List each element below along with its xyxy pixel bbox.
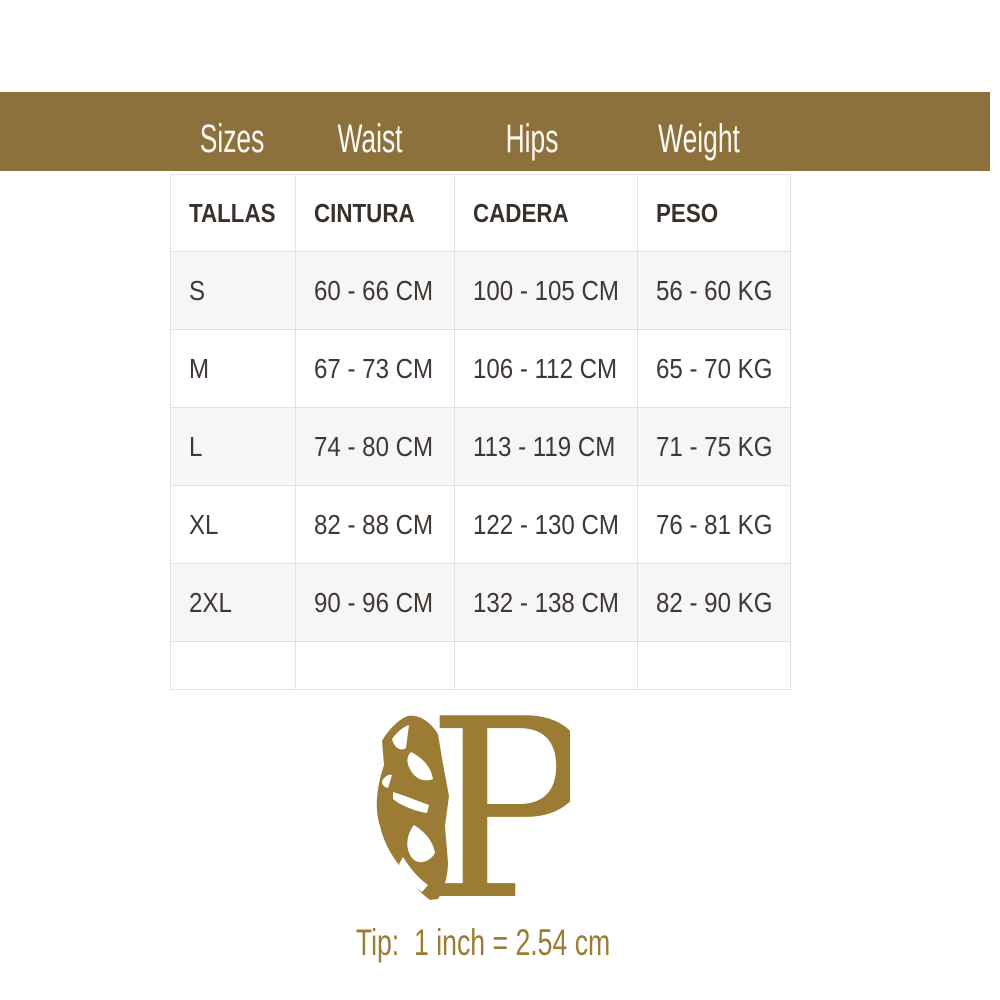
- pitbull-face-shape: [376, 715, 449, 900]
- table-row-m: M 67 - 73 CM 106 - 112 CM 65 - 70 KG: [170, 329, 791, 408]
- cell-size: 2XL: [170, 563, 296, 642]
- cell-weight: 65 - 70 KG: [637, 329, 791, 408]
- table-row-xl: XL 82 - 88 CM 122 - 130 CM 76 - 81 KG: [170, 485, 791, 564]
- header-cadera: CADERA: [454, 174, 638, 252]
- cell-size: L: [170, 407, 296, 486]
- cell-weight: 71 - 75 KG: [637, 407, 791, 486]
- cell-waist: 60 - 66 CM: [295, 251, 455, 330]
- table-row-2xl: 2XL 90 - 96 CM 132 - 138 CM 82 - 90 KG: [170, 563, 791, 642]
- cell-size: S: [170, 251, 296, 330]
- cell-waist: 82 - 88 CM: [295, 485, 455, 564]
- table-empty-row: [170, 641, 791, 690]
- cell-waist: 74 - 80 CM: [295, 407, 455, 486]
- cell-hips: 122 - 130 CM: [454, 485, 638, 564]
- empty-cell: [170, 641, 296, 690]
- banner-label-hips: Hips: [505, 117, 559, 161]
- cell-hips: 106 - 112 CM: [454, 329, 638, 408]
- brand-logo: P: [370, 667, 593, 955]
- size-table: TALLAS CINTURA CADERA PESO S 60 - 66 CM …: [170, 174, 791, 690]
- cell-hips: 113 - 119 CM: [454, 407, 638, 486]
- cell-hips: 100 - 105 CM: [454, 251, 638, 330]
- empty-cell: [454, 641, 638, 690]
- cell-weight: 56 - 60 KG: [637, 251, 791, 330]
- banner-label-sizes: Sizes: [199, 117, 265, 161]
- header-cintura: CINTURA: [295, 174, 455, 252]
- tip-text: Tip: 1 inch = 2.54 cm: [355, 922, 611, 963]
- pitbull-head-icon: P: [376, 667, 593, 955]
- table-row-s: S 60 - 66 CM 100 - 105 CM 56 - 60 KG: [170, 251, 791, 330]
- cell-weight: 82 - 90 KG: [637, 563, 791, 642]
- empty-cell: [295, 641, 455, 690]
- banner: [0, 92, 990, 171]
- cell-size: XL: [170, 485, 296, 564]
- banner-label-waist: Waist: [337, 117, 403, 161]
- empty-cell: [637, 641, 791, 690]
- cell-weight: 76 - 81 KG: [637, 485, 791, 564]
- table-header-row: TALLAS CINTURA CADERA PESO: [170, 174, 791, 252]
- header-tallas: TALLAS: [170, 174, 296, 252]
- header-peso: PESO: [637, 174, 791, 252]
- cell-hips: 132 - 138 CM: [454, 563, 638, 642]
- table-row-l: L 74 - 80 CM 113 - 119 CM 71 - 75 KG: [170, 407, 791, 486]
- cell-size: M: [170, 329, 296, 408]
- cell-waist: 67 - 73 CM: [295, 329, 455, 408]
- cell-waist: 90 - 96 CM: [295, 563, 455, 642]
- logo-letter-p: P: [426, 708, 570, 908]
- banner-label-weight: Weight: [658, 117, 740, 161]
